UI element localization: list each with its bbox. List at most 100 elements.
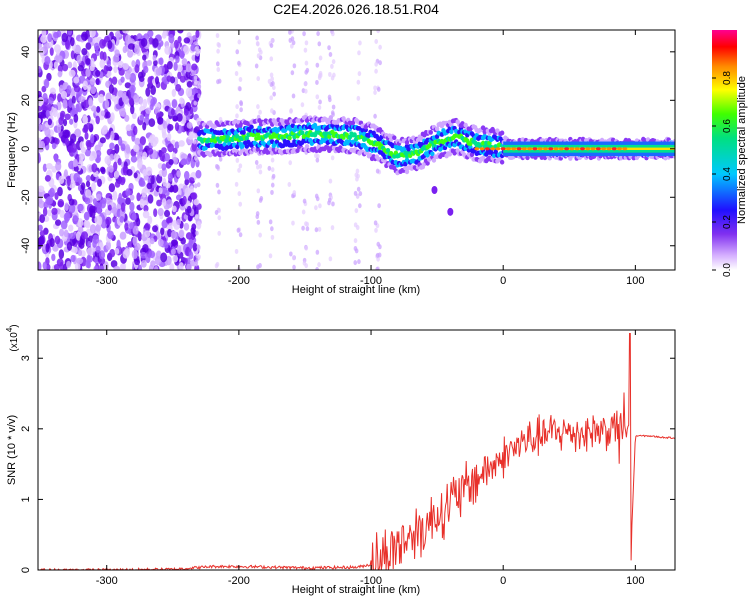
heat-cell bbox=[171, 99, 178, 109]
heat-cell bbox=[182, 195, 187, 206]
heat-cell bbox=[139, 136, 146, 146]
heat-cell bbox=[255, 131, 261, 137]
heat-cell bbox=[176, 113, 183, 122]
heat-cell bbox=[249, 124, 254, 130]
svg-text:(x104): (x104) bbox=[5, 324, 20, 351]
heat-cell bbox=[39, 214, 46, 224]
heat-cell bbox=[289, 108, 293, 114]
heat-cell bbox=[85, 68, 91, 77]
heat-cell bbox=[404, 169, 410, 175]
heat-cell bbox=[69, 118, 74, 125]
heat-cell bbox=[69, 232, 76, 240]
heat-cell bbox=[114, 248, 120, 255]
heat-cell bbox=[47, 209, 52, 217]
heat-cell bbox=[360, 127, 365, 133]
heat-cell bbox=[73, 172, 81, 183]
heat-cell bbox=[57, 64, 63, 73]
heat-cell bbox=[327, 45, 331, 51]
heat-cell bbox=[49, 187, 55, 198]
heat-cell bbox=[100, 167, 106, 175]
heat-cell bbox=[54, 138, 60, 145]
heat-cell bbox=[403, 165, 408, 171]
heat-cell bbox=[328, 52, 333, 58]
heat-cell bbox=[182, 45, 190, 55]
heat-cell bbox=[73, 165, 79, 172]
heat-cell bbox=[154, 76, 160, 85]
heat-cell bbox=[318, 55, 323, 61]
heat-cell bbox=[77, 218, 84, 228]
heat-cell bbox=[128, 38, 135, 46]
heat-cell bbox=[373, 113, 377, 119]
heat-cell bbox=[49, 237, 55, 248]
heat-cell bbox=[270, 37, 275, 43]
heat-cell bbox=[148, 264, 154, 270]
snr-frame bbox=[37, 329, 676, 571]
heat-cell bbox=[357, 259, 361, 265]
heat-cell bbox=[375, 252, 380, 258]
heat-cell bbox=[157, 116, 164, 125]
heat-cell bbox=[480, 140, 486, 146]
heat-cell bbox=[302, 31, 306, 37]
heat-cell bbox=[119, 216, 125, 223]
heat-cell bbox=[120, 143, 126, 152]
heat-cell bbox=[133, 144, 140, 152]
heat-cell bbox=[62, 82, 68, 91]
heat-cell bbox=[73, 246, 78, 254]
heat-cell bbox=[164, 241, 169, 249]
heat-cell bbox=[147, 215, 153, 225]
heat-cell bbox=[63, 229, 69, 238]
heat-cell bbox=[141, 187, 147, 198]
heat-cell bbox=[71, 95, 76, 104]
spectrogram-ytick-label: 40 bbox=[20, 46, 32, 58]
heat-cell bbox=[288, 160, 293, 166]
heat-cell bbox=[214, 209, 219, 215]
heat-cell bbox=[542, 147, 548, 151]
heat-cell bbox=[98, 265, 105, 270]
heat-cell bbox=[87, 240, 92, 249]
heat-cell bbox=[382, 158, 387, 164]
heat-cell bbox=[82, 127, 89, 134]
heat-cell bbox=[355, 176, 359, 182]
heat-cell bbox=[72, 215, 79, 225]
heat-cell bbox=[270, 76, 274, 82]
heat-cell bbox=[61, 32, 69, 43]
heat-cell bbox=[140, 260, 147, 268]
heat-cell bbox=[147, 194, 154, 204]
heat-cell bbox=[170, 108, 175, 116]
heat-cell bbox=[180, 159, 188, 166]
heat-cell bbox=[258, 263, 262, 269]
heat-cell bbox=[146, 60, 153, 67]
heat-cell bbox=[258, 163, 263, 169]
heat-cell bbox=[64, 113, 71, 120]
heat-cell bbox=[548, 147, 554, 151]
heat-cell bbox=[99, 137, 106, 144]
heat-cell bbox=[98, 257, 106, 265]
heat-cell bbox=[521, 147, 527, 151]
heat-cell bbox=[47, 103, 52, 112]
heat-cell bbox=[136, 192, 141, 202]
heat-cell bbox=[186, 138, 194, 145]
heat-cell bbox=[300, 130, 305, 136]
heat-cell bbox=[186, 121, 193, 129]
heat-cell bbox=[216, 48, 220, 54]
heat-cell bbox=[171, 88, 177, 98]
heat-cell bbox=[173, 39, 179, 49]
heat-cell bbox=[122, 30, 130, 34]
heat-cell bbox=[95, 78, 100, 86]
heat-cell bbox=[267, 78, 272, 84]
chart-title: C2E4.2026.026.18.51.R04 bbox=[273, 1, 439, 17]
heat-cell bbox=[216, 164, 220, 170]
heat-cell bbox=[69, 237, 76, 247]
heat-cell bbox=[134, 258, 141, 266]
heat-cell bbox=[142, 151, 148, 160]
heat-cell bbox=[428, 129, 433, 135]
heat-cell bbox=[196, 221, 202, 230]
heat-cell bbox=[126, 124, 132, 132]
heat-cell bbox=[163, 152, 171, 162]
heat-cell bbox=[468, 141, 473, 147]
heat-cell bbox=[92, 198, 98, 206]
heat-cell bbox=[314, 205, 318, 211]
heat-cell bbox=[139, 198, 145, 209]
heat-cell bbox=[158, 57, 164, 66]
